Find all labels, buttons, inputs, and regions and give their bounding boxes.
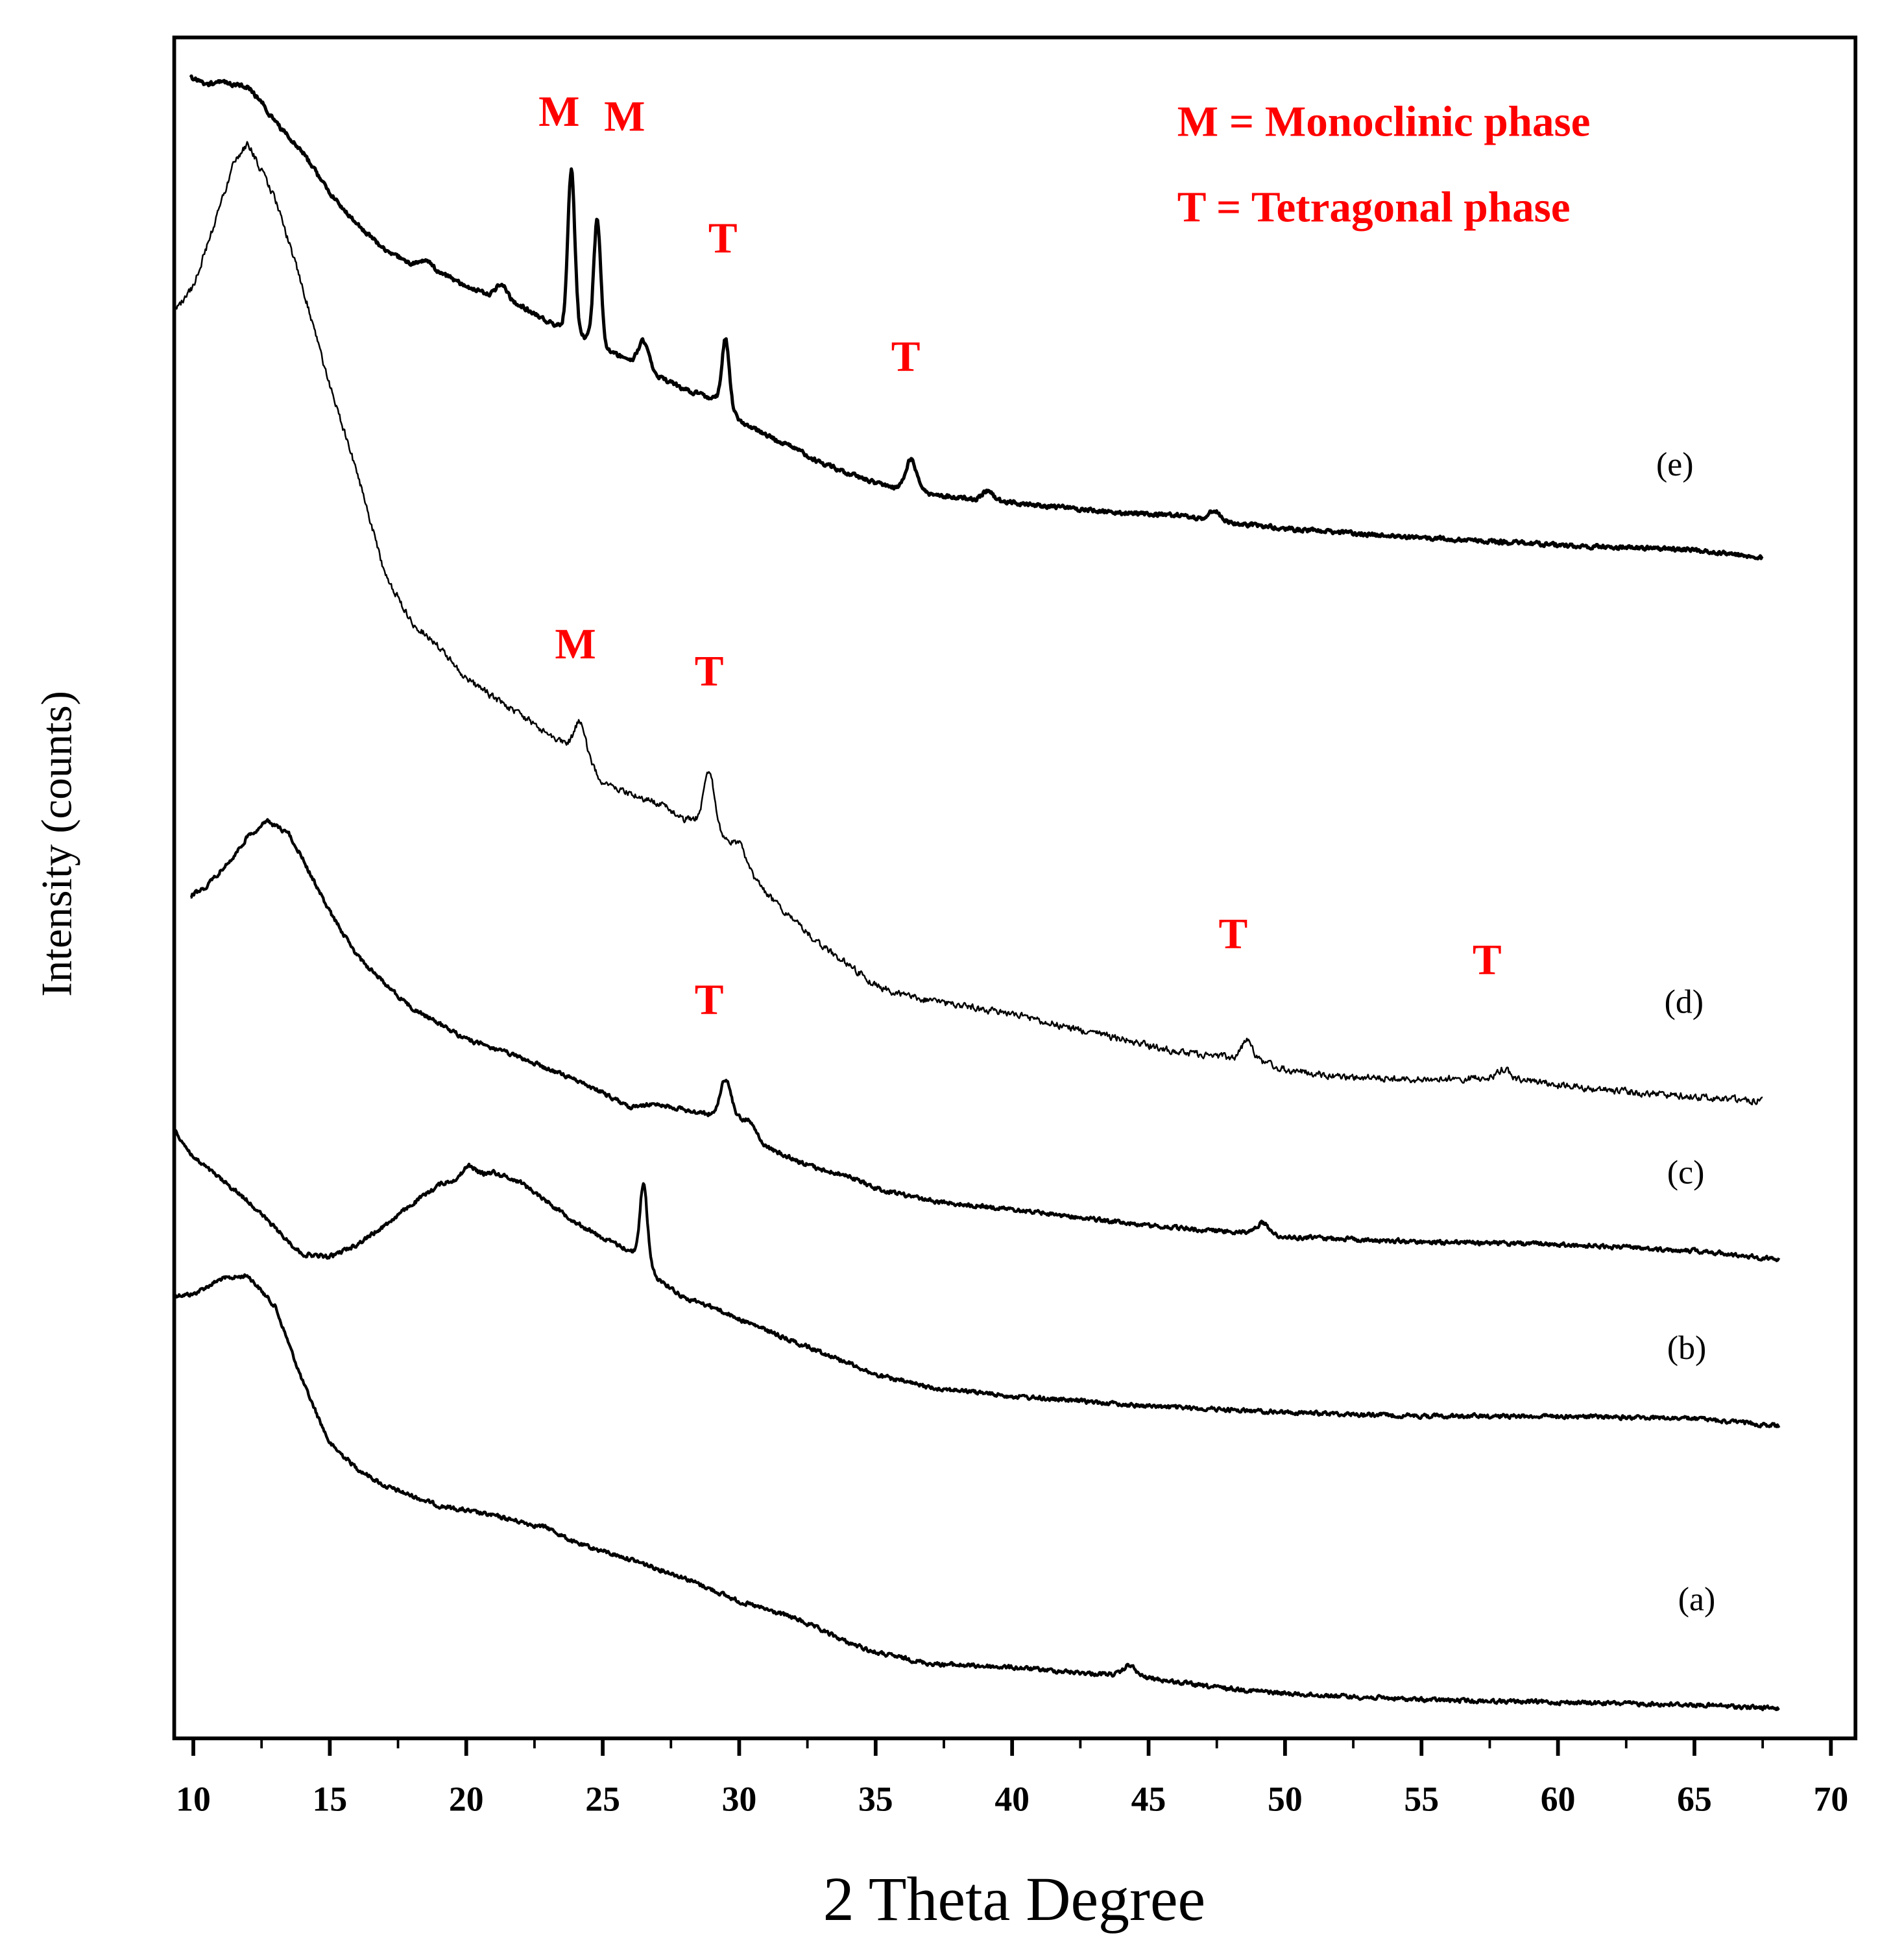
x-tick-label-70: 70 <box>1813 1779 1848 1818</box>
trace-c <box>189 818 1781 1262</box>
trace-labels: (a) (b) (c) (d) (e) <box>1656 446 1715 1618</box>
peak-label-t-3: T <box>891 332 921 381</box>
trace-label-c: (c) <box>1667 1154 1704 1191</box>
y-axis-title: Intensity (counts) <box>32 691 80 997</box>
trace-label-d: (d) <box>1665 984 1704 1021</box>
trace-a <box>173 1273 1780 1712</box>
x-axis-tick-labels: 10 15 20 25 30 35 40 45 50 55 60 65 70 <box>176 1779 1848 1818</box>
legend-entry-monoclinic: M = Monoclinic phase <box>1177 97 1591 145</box>
trace-e <box>189 74 1764 560</box>
diffraction-traces <box>173 74 1781 1712</box>
legend-entry-tetragonal: T = Tetragonal phase <box>1177 183 1571 232</box>
x-axis-title: 2 Theta Degree <box>823 1865 1205 1934</box>
peak-label-t-5: T <box>695 647 724 695</box>
plot-area <box>172 35 1858 1740</box>
x-tick-label-30: 30 <box>722 1779 757 1818</box>
trace-b <box>173 1129 1781 1429</box>
x-tick-label-65: 65 <box>1677 1779 1712 1818</box>
peak-label-t-2: T <box>708 214 738 263</box>
trace-label-e: (e) <box>1656 446 1693 483</box>
peak-label-t-7: T <box>1473 935 1502 984</box>
trace-d <box>173 141 1763 1106</box>
x-tick-label-20: 20 <box>449 1779 484 1818</box>
peak-label-m-1: M <box>604 92 645 141</box>
peak-label-t-6: T <box>1219 909 1248 958</box>
trace-label-a: (a) <box>1678 1581 1715 1618</box>
x-tick-label-35: 35 <box>858 1779 893 1818</box>
x-tick-label-25: 25 <box>585 1779 620 1818</box>
plot-frame <box>172 35 1858 1740</box>
x-axis-ticks <box>191 1738 1833 1756</box>
x-tick-label-55: 55 <box>1404 1779 1439 1818</box>
x-tick-label-15: 15 <box>313 1779 348 1818</box>
peak-label-m-0: M <box>538 87 579 136</box>
x-tick-label-40: 40 <box>994 1779 1030 1818</box>
x-tick-label-10: 10 <box>176 1779 211 1818</box>
x-tick-label-60: 60 <box>1541 1779 1576 1818</box>
peak-label-t-8: T <box>695 976 724 1024</box>
x-tick-label-50: 50 <box>1268 1779 1303 1818</box>
x-tick-label-45: 45 <box>1131 1779 1166 1818</box>
trace-label-b: (b) <box>1667 1330 1706 1367</box>
legend: M = Monoclinic phase T = Tetragonal phas… <box>1177 97 1591 231</box>
peak-label-m-4: M <box>555 619 596 668</box>
